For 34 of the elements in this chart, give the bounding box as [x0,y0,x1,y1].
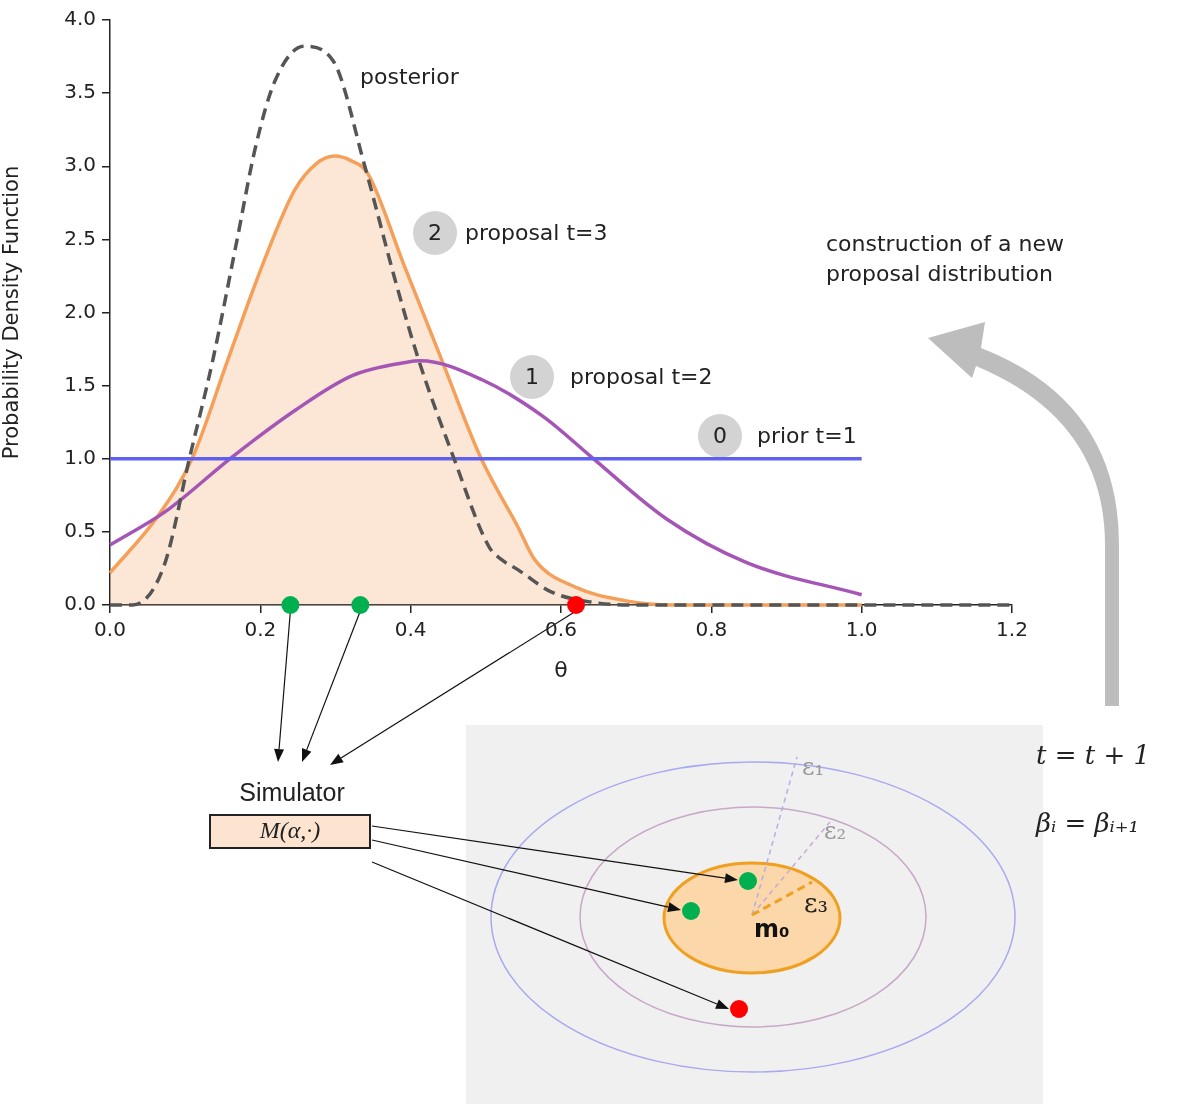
line-series [108,359,864,597]
y-tick-label: 3.0 [64,152,96,177]
y-tick-label: 1.0 [64,444,96,469]
text: m₀ [754,915,790,943]
annotation: 2 [427,220,443,246]
y-tick-label: 0.0 [64,591,96,616]
text: βᵢ = βᵢ₊₁ [1036,808,1139,838]
y-tick-label: 1.5 [64,371,96,396]
text: t = t + 1 [1036,740,1151,770]
y-axis-title: Probability Density Function [0,165,24,460]
annotation: posterior [360,64,459,90]
x-tick-label: 0.6 [545,617,577,642]
y-tick-label: 2.5 [64,225,96,250]
annotation: prior t=1 [757,423,857,449]
y-tick-label: 3.5 [64,79,96,104]
x-tick-label: 0.8 [695,617,728,642]
annotation: construction of a new proposal distribution [826,230,1065,288]
x-tick-label: 1.0 [845,617,878,642]
text: M(α,·) [258,817,322,844]
x-tick-label: 0.2 [244,617,277,642]
annotation: proposal t=3 [465,220,608,246]
annotation: proposal t=2 [570,364,713,390]
text: ε₃ [804,888,828,918]
y-tick-label: 0.5 [64,518,96,543]
y-tick-label: 4.0 [64,6,96,31]
annotation: 1 [524,364,540,390]
x-axis-title: θ [554,656,568,682]
y-tick-label: 2.0 [64,298,96,323]
x-tick-label: 1.2 [996,617,1028,642]
text: ε₂ [824,817,847,845]
text: Simulator [238,778,346,807]
x-tick-label: 0.0 [94,617,126,642]
annotation: 0 [712,423,728,449]
x-tick-label: 0.4 [394,617,427,642]
